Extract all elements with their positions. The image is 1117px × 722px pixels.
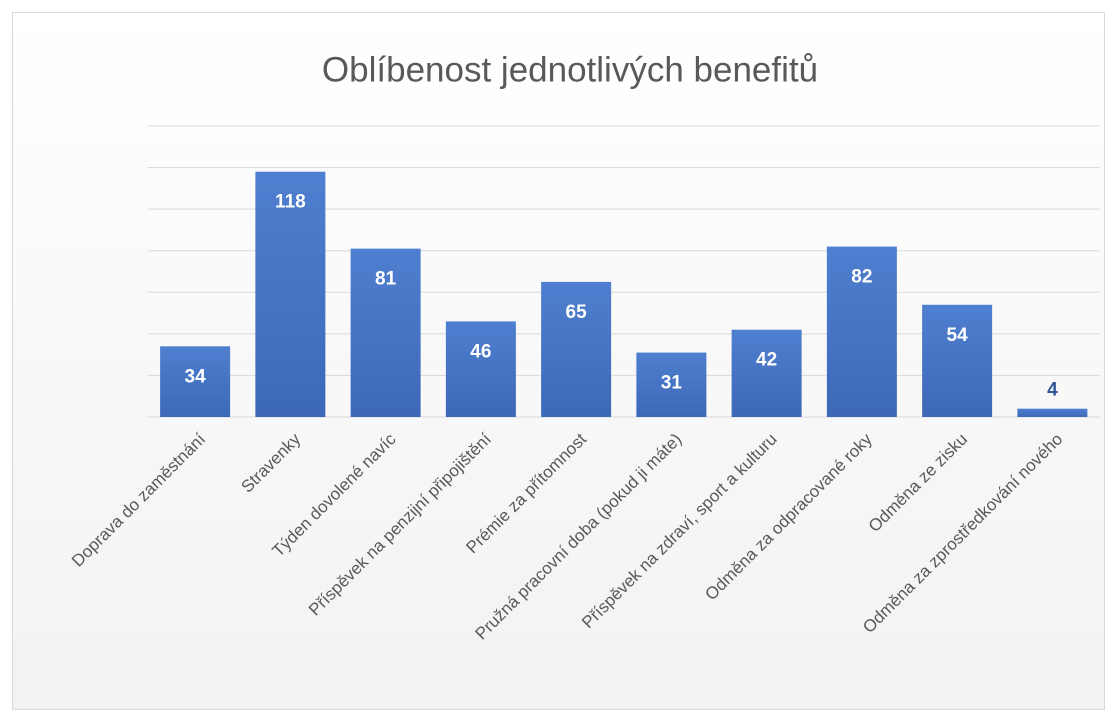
data-label: 34: [185, 366, 207, 387]
data-label: 42: [756, 350, 777, 371]
data-label: 82: [851, 267, 872, 288]
data-label: 65: [566, 302, 588, 323]
bar: [541, 281, 612, 417]
data-label: 4: [1047, 380, 1058, 401]
data-label: 46: [470, 341, 491, 362]
bar: [826, 246, 897, 417]
bar: [445, 321, 516, 417]
data-label: 81: [375, 269, 397, 290]
bar: [922, 304, 993, 417]
chart-title: Oblíbenost jednotlivých benefitů: [322, 50, 818, 89]
data-label: 31: [661, 373, 683, 394]
data-label: 54: [947, 325, 969, 346]
bar: [636, 352, 707, 417]
bar: [1017, 408, 1088, 417]
bar: [255, 171, 326, 417]
data-label: 118: [275, 192, 306, 213]
bar: [350, 248, 421, 417]
bar: [160, 346, 231, 417]
bar: [731, 329, 802, 417]
